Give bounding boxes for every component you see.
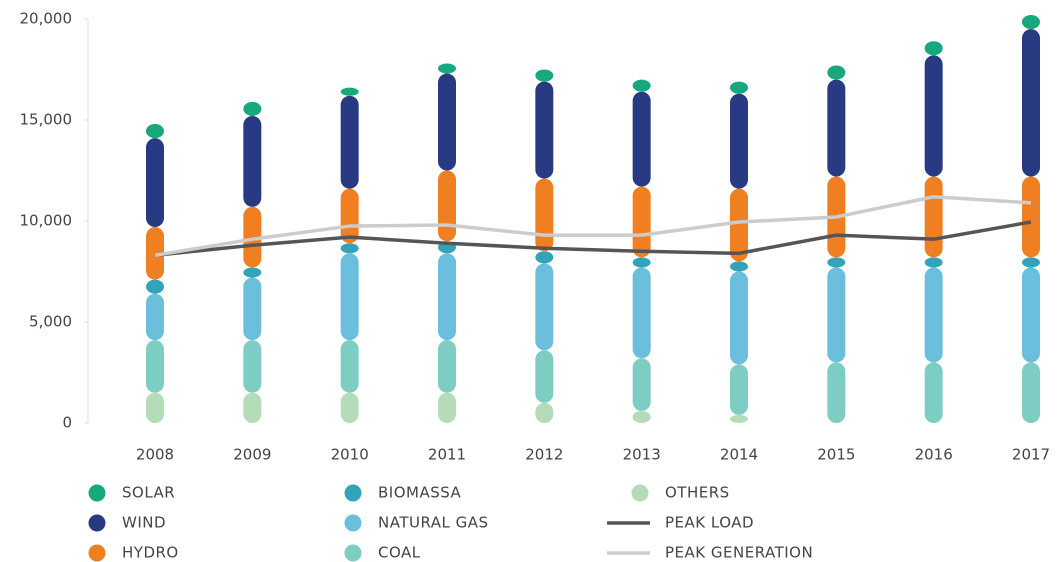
bar-segment	[924, 41, 943, 56]
legend-label: PEAK GENERATION	[665, 544, 813, 562]
bar-segment	[924, 176, 943, 258]
bar-segment	[146, 293, 164, 341]
y-tick-label: 0	[62, 414, 72, 432]
bar-segment	[730, 414, 748, 423]
bar-segment	[243, 267, 262, 278]
bar-segment	[827, 79, 846, 177]
bar-segment	[146, 124, 164, 139]
bar-segment	[146, 138, 164, 228]
legend-label: BIOMASSA	[378, 484, 462, 502]
legend-dot	[631, 484, 649, 502]
legend-label: OTHERS	[665, 484, 730, 502]
legend-label: HYDRO	[122, 544, 179, 562]
legend-dot	[344, 514, 362, 532]
bar-segment	[535, 81, 554, 179]
bar-segment	[730, 261, 748, 272]
y-tick-label: 15,000	[20, 111, 73, 129]
x-tick-label: 2017	[1012, 446, 1050, 464]
bar-segment	[340, 340, 359, 393]
bar-segment	[535, 350, 554, 403]
legend-label: PEAK LOAD	[665, 514, 754, 532]
bar-segment	[438, 392, 456, 423]
y-tick-label: 20,000	[20, 10, 73, 28]
x-tick-label: 2016	[915, 446, 953, 464]
bar-segment	[1022, 29, 1040, 177]
x-tick-label: 2012	[525, 446, 563, 464]
bar-segment	[340, 253, 359, 341]
bar-segment	[827, 267, 846, 363]
bar-segment	[730, 93, 748, 189]
legend-dot	[88, 514, 106, 532]
bar-segment	[146, 340, 164, 393]
legend-dot	[344, 484, 362, 502]
bar-segment	[535, 178, 554, 252]
bar-segment	[827, 257, 846, 268]
line	[154, 220, 1032, 258]
bar-segment	[438, 63, 456, 74]
bar-segment	[535, 69, 554, 82]
bar-segment	[632, 358, 651, 411]
bar-segment	[340, 87, 359, 96]
bar-segment	[340, 243, 359, 254]
bar-segment	[146, 392, 164, 423]
bar-segment	[340, 188, 359, 244]
bar-segment	[438, 170, 456, 242]
bar-segment	[1022, 257, 1040, 268]
y-tick-label: 10,000	[20, 212, 73, 230]
legend-label: COAL	[378, 544, 421, 562]
legend-dot	[88, 544, 106, 562]
legend-dot	[88, 484, 106, 502]
bar-segment	[827, 65, 846, 80]
bar-segment	[535, 251, 554, 264]
legend-label: SOLAR	[122, 484, 175, 502]
x-tick-label: 2008	[136, 446, 174, 464]
bar-segment	[243, 101, 262, 116]
bar-segment	[730, 364, 748, 415]
legend-dot	[344, 544, 362, 562]
bar-segment	[438, 73, 456, 171]
bar-segment	[146, 227, 164, 280]
bar-segment	[730, 271, 748, 365]
bar-segment	[924, 55, 943, 177]
bar-segment	[827, 362, 846, 423]
y-tick-label: 5,000	[29, 313, 72, 331]
x-tick-label: 2015	[817, 446, 855, 464]
bar-segment	[243, 277, 262, 341]
bar-segment	[924, 257, 943, 268]
bar-segment	[146, 279, 164, 294]
bar-segment	[243, 392, 262, 423]
bar-segment	[535, 402, 554, 423]
legend-label: WIND	[122, 514, 166, 532]
x-tick-label: 2011	[428, 446, 466, 464]
bar-segment	[632, 257, 651, 268]
bar-segment	[1022, 176, 1040, 258]
bar-segment	[632, 267, 651, 359]
bar-segment	[632, 91, 651, 187]
bar-segment	[243, 340, 262, 393]
bar-segment	[632, 410, 651, 423]
bar-segment	[243, 115, 262, 207]
bar-segment	[1022, 14, 1040, 30]
bar-segment	[340, 95, 359, 189]
x-tick-label: 2010	[331, 446, 369, 464]
bar-segment	[1022, 267, 1040, 363]
bar-segment	[730, 81, 748, 94]
bar-segment	[632, 79, 651, 92]
legend-label: NATURAL GAS	[378, 514, 489, 532]
line	[154, 195, 1032, 258]
bar-segment	[730, 188, 748, 262]
bar-segment	[1022, 362, 1040, 423]
bar-segment	[924, 267, 943, 363]
bar-segment	[340, 392, 359, 423]
bar-segment	[438, 253, 456, 341]
bar-segment	[924, 362, 943, 423]
x-tick-label: 2009	[233, 446, 271, 464]
bar-segment	[632, 186, 651, 258]
bar-segment	[438, 340, 456, 393]
x-tick-label: 2013	[623, 446, 661, 464]
x-tick-label: 2014	[720, 446, 758, 464]
bar-segment	[535, 263, 554, 351]
bar-segment	[243, 206, 262, 268]
